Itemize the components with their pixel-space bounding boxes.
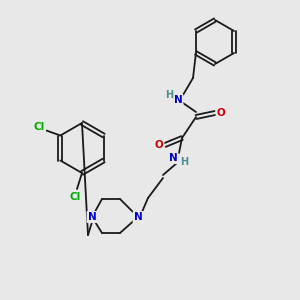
Text: Cl: Cl — [69, 192, 81, 202]
Text: N: N — [134, 212, 142, 222]
Text: N: N — [88, 212, 96, 222]
Text: Cl: Cl — [34, 122, 45, 133]
Text: N: N — [169, 153, 177, 163]
Text: N: N — [174, 95, 182, 105]
Text: O: O — [217, 108, 225, 118]
Text: O: O — [154, 140, 164, 150]
Text: H: H — [180, 157, 188, 167]
Text: H: H — [165, 90, 173, 100]
